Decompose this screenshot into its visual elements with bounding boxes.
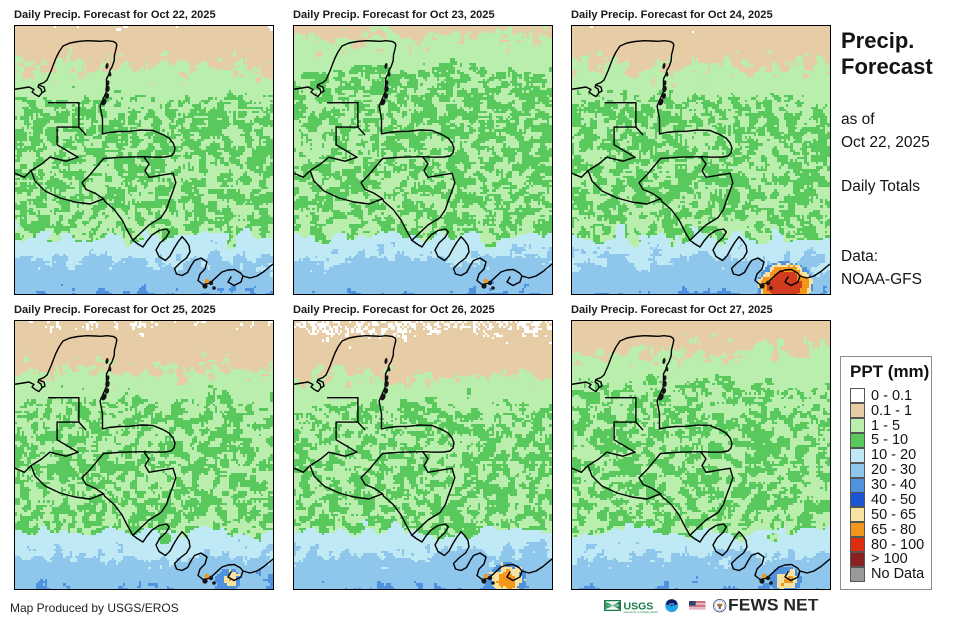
svg-text:science for a changing world: science for a changing world — [624, 610, 659, 614]
svg-text:FEWS NET: FEWS NET — [728, 599, 819, 615]
